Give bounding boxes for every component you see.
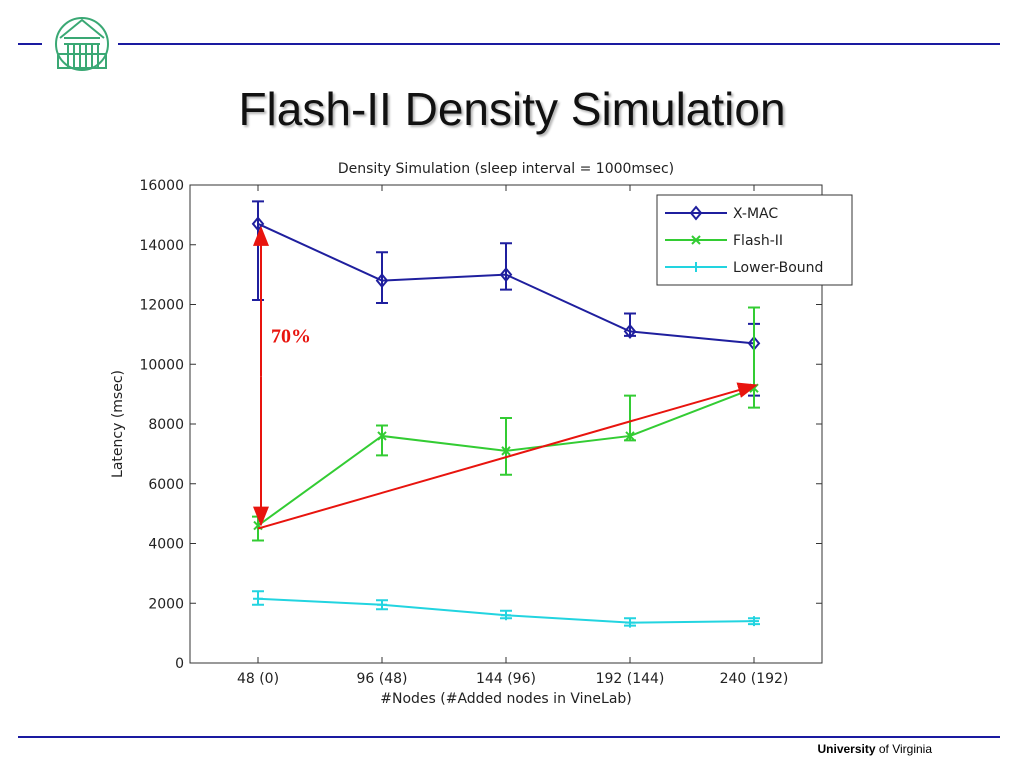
data-point-flash-ii bbox=[501, 446, 511, 456]
x-tick-label: 48 (0) bbox=[237, 671, 279, 687]
data-point-lower-bound bbox=[253, 593, 263, 604]
top-rule-left bbox=[18, 43, 42, 45]
x-tick-label: 96 (48) bbox=[356, 671, 407, 687]
annotation-70-percent: 70% bbox=[271, 325, 311, 347]
y-tick-label: 6000 bbox=[148, 477, 184, 493]
data-point-x-mac bbox=[499, 267, 513, 283]
rotunda-logo-icon bbox=[52, 14, 112, 74]
error-bar-x-mac bbox=[376, 251, 388, 305]
y-tick-label: 14000 bbox=[139, 238, 184, 254]
data-point-x-mac bbox=[623, 323, 637, 339]
error-bar-flash-ii bbox=[500, 417, 512, 476]
error-bar-x-mac bbox=[252, 200, 264, 302]
x-axis-label: #Nodes (#Added nodes in VineLab) bbox=[380, 691, 632, 707]
error-bar-flash-ii bbox=[748, 306, 760, 409]
chart-title: Density Simulation (sleep interval = 100… bbox=[338, 161, 674, 177]
data-point-x-mac bbox=[375, 273, 389, 289]
data-point-lower-bound bbox=[501, 610, 511, 621]
y-tick-label: 16000 bbox=[139, 178, 184, 194]
data-point-flash-ii bbox=[377, 431, 387, 441]
data-point-lower-bound bbox=[749, 616, 759, 627]
y-tick-label: 8000 bbox=[148, 417, 184, 433]
y-axis-label: Latency (msec) bbox=[110, 370, 126, 478]
error-bar-flash-ii bbox=[624, 394, 636, 442]
x-tick-label: 240 (192) bbox=[720, 671, 789, 687]
bottom-rule bbox=[18, 736, 1000, 738]
footer-university: University bbox=[817, 742, 876, 756]
x-tick-label: 192 (144) bbox=[596, 671, 665, 687]
error-bar-flash-ii bbox=[376, 424, 388, 457]
y-tick-label: 12000 bbox=[139, 298, 184, 314]
y-tick-label: 10000 bbox=[139, 357, 184, 373]
footer: University of Virginia bbox=[817, 742, 932, 756]
data-point-flash-ii bbox=[625, 431, 635, 441]
arrow-trend bbox=[257, 382, 758, 530]
x-tick-label: 144 (96) bbox=[476, 671, 536, 687]
top-rule-right bbox=[118, 43, 1000, 45]
data-point-lower-bound bbox=[625, 617, 635, 628]
data-point-lower-bound bbox=[377, 599, 387, 610]
y-tick-label: 2000 bbox=[148, 596, 184, 612]
legend-marker-flash-ii bbox=[691, 235, 701, 245]
y-tick-label: 0 bbox=[175, 656, 184, 672]
legend-label-flash-ii: Flash-II bbox=[733, 233, 783, 249]
density-chart: 0 2000 4000 6000 8000 10000 12000 14000 16000 48 … bbox=[110, 161, 853, 707]
legend-label-lower-bound: Lower-Bound bbox=[733, 260, 823, 276]
legend-label-x-mac: X-MAC bbox=[733, 206, 778, 222]
error-bar-x-mac bbox=[500, 242, 512, 291]
y-tick-label: 4000 bbox=[148, 537, 184, 553]
legend-marker-lower-bound bbox=[691, 262, 701, 272]
slide-title: Flash-II Density Simulation bbox=[238, 83, 786, 135]
footer-of-virginia: of Virginia bbox=[875, 742, 932, 756]
legend-marker-x-mac bbox=[689, 205, 703, 221]
